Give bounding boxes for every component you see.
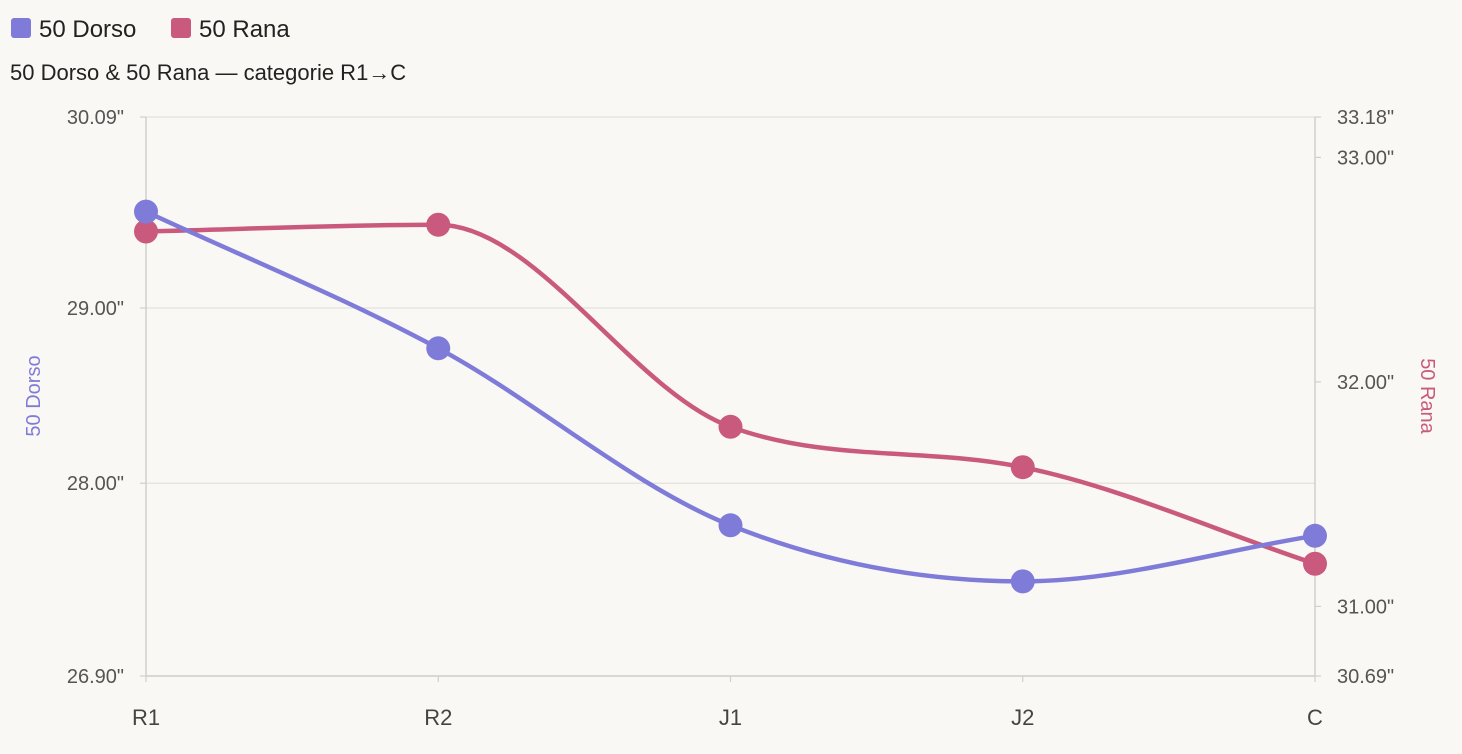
x-axis-ticks: R1 R2 J1 J2 C [132,676,1323,730]
chart-title: 50 Dorso & 50 Rana — categorie R1→C [10,60,406,85]
data-point-dorso[interactable] [426,336,451,361]
data-point-rana[interactable] [426,212,451,237]
right-tick-label: 31.00" [1337,596,1394,618]
x-tick-label: J2 [1011,705,1034,730]
x-tick-label: C [1307,705,1323,730]
data-point-rana[interactable] [718,414,743,439]
data-point-dorso[interactable] [1010,569,1035,594]
legend-item-rana[interactable]: 50 Rana [171,16,290,43]
legend: 50 Dorso 50 Rana [11,16,290,43]
legend-label-dorso: 50 Dorso [39,16,136,43]
grid [146,116,1315,677]
data-point-dorso[interactable] [134,199,158,224]
data-point-dorso[interactable] [718,513,743,538]
left-axis-ticks: 30.09" 29.00" 28.00" 26.90" [67,107,146,688]
left-tick-label: 29.00" [67,298,124,320]
legend-item-dorso[interactable]: 50 Dorso [11,16,136,43]
right-tick-label: 33.00" [1337,147,1394,169]
series-line-rana [143,222,1318,567]
legend-label-rana: 50 Rana [199,16,290,43]
axes [145,117,1316,677]
left-tick-label: 26.90" [67,666,124,688]
x-tick-label: R1 [132,705,160,730]
right-tick-label: 33.18" [1337,107,1394,129]
x-tick-label: J1 [719,705,742,730]
right-tick-label: 30.69" [1337,666,1394,688]
data-point-rana[interactable] [1303,551,1327,576]
left-tick-label: 30.09" [67,107,124,129]
series-points [134,199,1327,594]
series [134,199,1327,594]
data-point-rana[interactable] [1010,455,1035,480]
legend-swatch-dorso [11,18,31,38]
legend-swatch-rana [171,18,191,38]
x-tick-label: R2 [424,705,452,730]
left-axis-title: 50 Dorso [23,355,45,436]
data-point-rana[interactable] [134,219,158,244]
data-point-dorso[interactable] [1303,523,1327,548]
right-axis-title: 50 Rana [1416,358,1438,434]
right-axis-ticks: 33.18" 33.00" 32.00" 31.00" 30.69" [1315,107,1394,688]
left-tick-label: 28.00" [67,473,124,495]
right-tick-label: 32.00" [1337,372,1394,394]
